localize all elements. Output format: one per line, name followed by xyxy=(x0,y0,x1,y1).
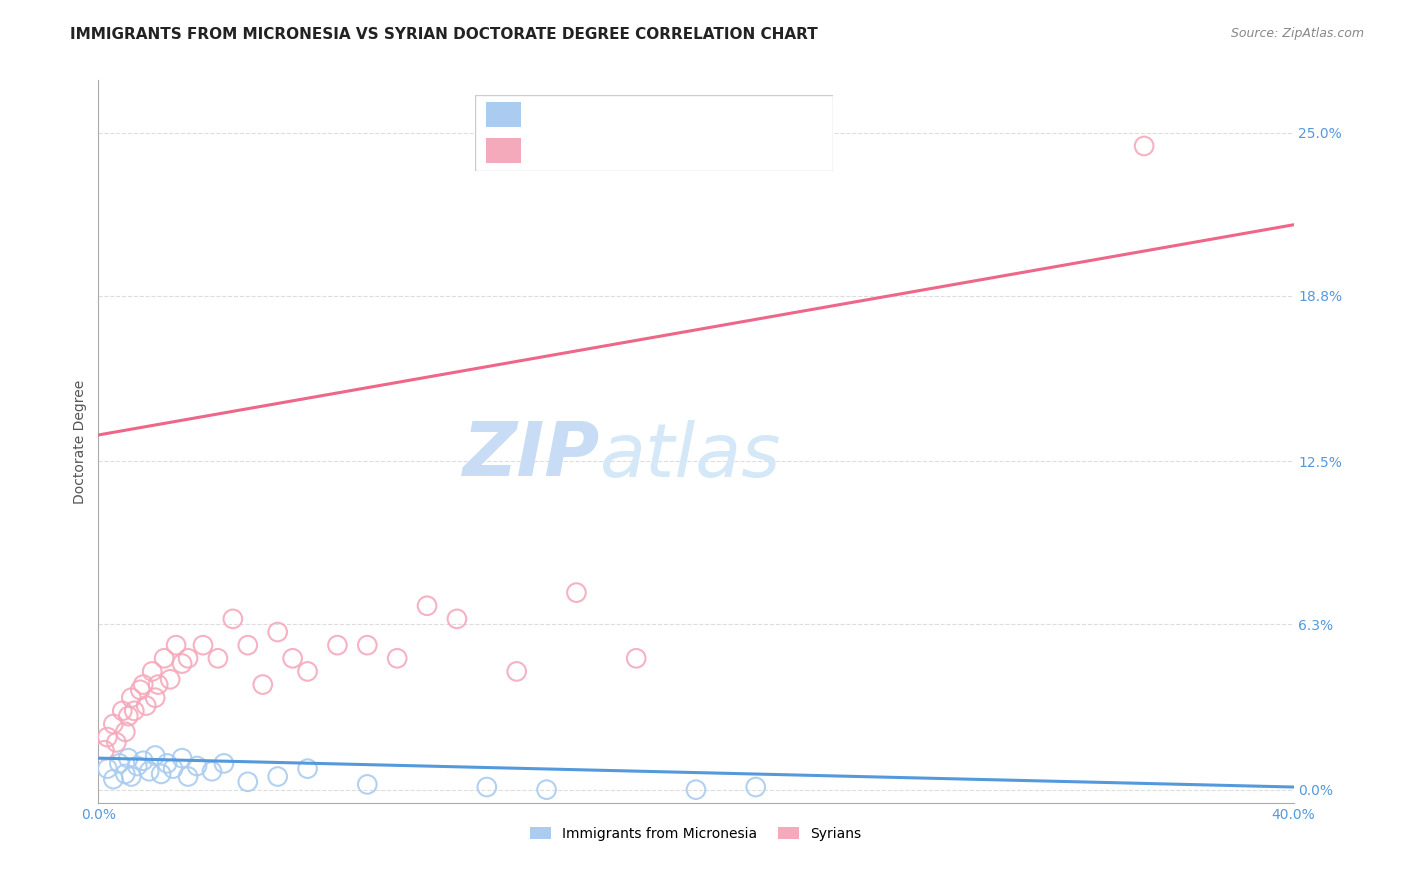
Point xyxy=(222,612,245,626)
Point xyxy=(416,599,439,613)
Point xyxy=(153,651,176,665)
Point xyxy=(177,770,200,784)
Point xyxy=(356,638,378,652)
Point xyxy=(191,638,214,652)
Point xyxy=(117,709,139,723)
Point xyxy=(506,665,529,679)
Point xyxy=(143,690,166,705)
Point xyxy=(212,756,235,771)
Point xyxy=(120,690,142,705)
Point xyxy=(236,638,259,652)
Point xyxy=(475,780,498,794)
Point xyxy=(105,735,128,749)
Point xyxy=(172,657,194,671)
Point xyxy=(132,754,155,768)
Point xyxy=(150,767,173,781)
Point xyxy=(252,677,274,691)
Point xyxy=(165,638,187,652)
Point xyxy=(172,751,194,765)
Point xyxy=(177,651,200,665)
Point xyxy=(267,625,290,640)
Point xyxy=(267,770,290,784)
Point xyxy=(685,782,707,797)
Point xyxy=(536,782,558,797)
Point xyxy=(186,759,208,773)
Point xyxy=(96,730,118,744)
Point xyxy=(111,704,134,718)
Point xyxy=(127,759,149,773)
Point xyxy=(745,780,768,794)
Point xyxy=(124,704,146,718)
Point xyxy=(201,764,224,779)
Point xyxy=(148,677,170,691)
Point xyxy=(93,743,115,757)
Point xyxy=(138,764,160,779)
Point xyxy=(132,677,155,691)
Point xyxy=(297,762,319,776)
Point xyxy=(114,724,136,739)
Point xyxy=(162,762,184,776)
Point xyxy=(236,774,259,789)
Point xyxy=(135,698,157,713)
Point xyxy=(385,651,409,665)
Text: ZIP: ZIP xyxy=(463,419,600,492)
Point xyxy=(156,756,179,771)
Point xyxy=(141,665,163,679)
Point xyxy=(356,777,378,791)
Point xyxy=(103,772,125,786)
Point xyxy=(117,751,139,765)
Point xyxy=(297,665,319,679)
Point xyxy=(1133,139,1156,153)
Text: atlas: atlas xyxy=(600,420,782,492)
Point xyxy=(143,748,166,763)
Point xyxy=(207,651,229,665)
Point xyxy=(114,767,136,781)
Point xyxy=(326,638,349,652)
Point xyxy=(565,585,588,599)
Point xyxy=(446,612,468,626)
Point xyxy=(120,770,142,784)
Text: IMMIGRANTS FROM MICRONESIA VS SYRIAN DOCTORATE DEGREE CORRELATION CHART: IMMIGRANTS FROM MICRONESIA VS SYRIAN DOC… xyxy=(70,27,818,42)
Y-axis label: Doctorate Degree: Doctorate Degree xyxy=(73,379,87,504)
Point xyxy=(281,651,304,665)
Point xyxy=(626,651,648,665)
Text: Source: ZipAtlas.com: Source: ZipAtlas.com xyxy=(1230,27,1364,40)
Point xyxy=(103,717,125,731)
Point xyxy=(96,762,118,776)
Point xyxy=(129,682,152,697)
Point xyxy=(108,756,131,771)
Legend: Immigrants from Micronesia, Syrians: Immigrants from Micronesia, Syrians xyxy=(524,822,868,847)
Point xyxy=(159,673,181,687)
